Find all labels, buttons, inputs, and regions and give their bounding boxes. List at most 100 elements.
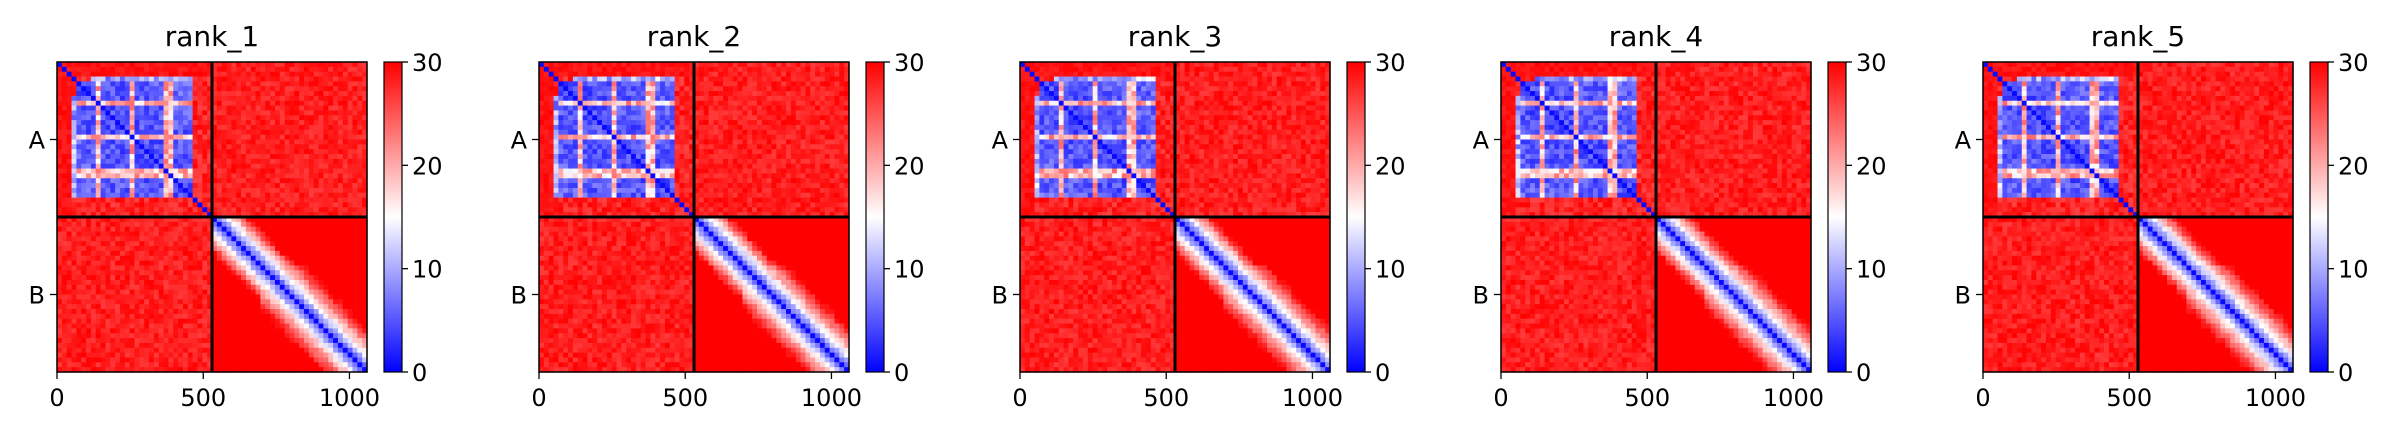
heatmap-cell (144, 232, 149, 237)
heatmap-cell (236, 227, 241, 232)
heatmap-cell (120, 324, 125, 329)
heatmap-cell (323, 304, 328, 309)
heatmap-cell (670, 62, 675, 67)
heatmap-cell (183, 67, 188, 72)
heatmap-cell (791, 110, 796, 115)
heatmap-cell (202, 188, 207, 193)
heatmap-cell (101, 299, 106, 304)
heatmap-cell (188, 130, 193, 135)
heatmap-cell (617, 91, 622, 96)
heatmap-cell (650, 62, 655, 67)
heatmap-cell (723, 77, 728, 82)
heatmap-cell (539, 96, 544, 101)
heatmap-cell (333, 328, 338, 333)
heatmap-cell (352, 222, 357, 227)
heatmap-cell (280, 309, 285, 314)
heatmap-cell (96, 125, 101, 130)
heatmap-cell (130, 270, 135, 275)
heatmap-cell (241, 178, 246, 183)
heatmap-cell (294, 81, 299, 86)
heatmap-cell (285, 202, 290, 207)
heatmap-cell (222, 256, 227, 261)
heatmap-cell (178, 125, 183, 130)
heatmap-cell (173, 115, 178, 120)
heatmap-cell (96, 232, 101, 237)
heatmap-cell (348, 115, 353, 120)
heatmap-cell (231, 67, 236, 72)
heatmap-cell (348, 130, 353, 135)
heatmap-cell (333, 338, 338, 343)
heatmap-cell (319, 265, 324, 270)
heatmap-cell (314, 140, 319, 145)
heatmap-cell (188, 101, 193, 106)
heatmap-cell (105, 261, 110, 266)
heatmap-cell (76, 193, 81, 198)
heatmap-cell (202, 251, 207, 256)
heatmap-cell (91, 295, 96, 300)
heatmap-cell (752, 67, 757, 72)
heatmap-cell (57, 120, 62, 125)
heatmap-cell (217, 348, 222, 353)
heatmap-cell (183, 246, 188, 251)
heatmap-cell (636, 96, 641, 101)
heatmap-cell (202, 149, 207, 154)
heatmap-cell (607, 86, 612, 91)
heatmap-cell (280, 154, 285, 159)
heatmap-cell (67, 338, 72, 343)
heatmap-cell (294, 188, 299, 193)
heatmap-cell (81, 144, 86, 149)
heatmap-cell (641, 67, 646, 72)
heatmap-cell (333, 154, 338, 159)
heatmap-cell (558, 125, 563, 130)
heatmap-cell (607, 67, 612, 72)
heatmap-cell (343, 77, 348, 82)
heatmap-cell (144, 256, 149, 261)
heatmap-cell (72, 265, 77, 270)
heatmap-cell (660, 72, 665, 77)
heatmap-cell (280, 207, 285, 212)
heatmap-cell (679, 110, 684, 115)
heatmap-cell (285, 198, 290, 203)
heatmap-cell (202, 120, 207, 125)
heatmap-cell (222, 140, 227, 145)
heatmap-cell (285, 285, 290, 290)
heatmap-cell (188, 304, 193, 309)
heatmap-cell (323, 81, 328, 86)
heatmap-cell (338, 135, 343, 140)
heatmap-cell (781, 86, 786, 91)
heatmap-cell (357, 236, 362, 241)
heatmap-cell (660, 91, 665, 96)
heatmap-cell (747, 110, 752, 115)
heatmap-cell (597, 96, 602, 101)
heatmap-cell (309, 62, 314, 67)
heatmap-cell (270, 285, 275, 290)
heatmap-cell (76, 173, 81, 178)
heatmap-cell (72, 62, 77, 67)
heatmap-cell (333, 261, 338, 266)
heatmap-cell (188, 343, 193, 348)
heatmap-cell (67, 304, 72, 309)
heatmap-cell (178, 173, 183, 178)
heatmap-cell (251, 304, 256, 309)
heatmap-cell (231, 183, 236, 188)
heatmap-cell (747, 96, 752, 101)
heatmap-cell (578, 77, 583, 82)
heatmap-cell (159, 115, 164, 120)
heatmap-cell (723, 91, 728, 96)
heatmap-cell (81, 202, 86, 207)
heatmap-cell (62, 227, 67, 232)
heatmap-cell (338, 193, 343, 198)
heatmap-cell (110, 319, 115, 324)
heatmap-cell (338, 295, 343, 300)
heatmap-cell (222, 290, 227, 295)
heatmap-cell (130, 135, 135, 140)
heatmap-cell (352, 183, 357, 188)
heatmap-cell (178, 236, 183, 241)
heatmap-cell (357, 125, 362, 130)
heatmap-cell (81, 324, 86, 329)
heatmap-cell (776, 86, 781, 91)
heatmap-cell (776, 96, 781, 101)
heatmap-cell (67, 86, 72, 91)
heatmap-cell (173, 353, 178, 358)
heatmap-cell (270, 353, 275, 358)
